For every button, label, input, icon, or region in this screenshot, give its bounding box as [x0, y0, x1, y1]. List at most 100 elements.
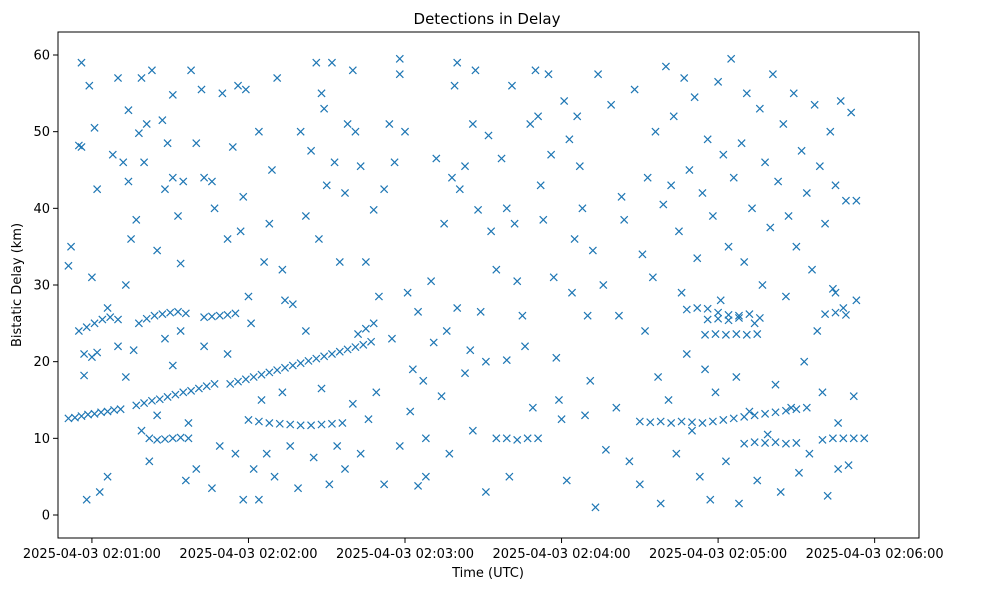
data-point-marker [714, 314, 723, 323]
data-point-marker [187, 66, 196, 75]
data-point-marker [103, 407, 112, 416]
data-point-marker [440, 219, 449, 228]
data-point-marker [223, 310, 232, 319]
data-point-marker [280, 296, 290, 305]
data-point-marker [241, 85, 250, 94]
data-point-marker [74, 326, 83, 336]
data-point-marker [64, 414, 73, 423]
data-point-marker [706, 495, 715, 504]
data-point-marker [320, 352, 329, 361]
data-point-marker [400, 127, 410, 136]
data-point-marker [244, 292, 253, 301]
data-point-marker [539, 215, 548, 224]
data-point-marker [380, 185, 389, 194]
data-point-marker [200, 342, 209, 351]
data-point-marker [755, 104, 764, 113]
data-point-marker [351, 127, 360, 136]
data-point-marker [677, 288, 686, 297]
data-point-marker [716, 296, 725, 305]
data-point-marker [296, 127, 305, 136]
data-point-marker [77, 58, 86, 67]
data-point-marker [77, 412, 86, 421]
data-point-marker [698, 188, 707, 198]
data-point-marker [617, 192, 626, 201]
data-point-marker [173, 307, 183, 316]
data-point-marker [844, 461, 853, 470]
data-point-marker [296, 359, 305, 368]
data-point-marker [599, 280, 608, 290]
data-point-marker [93, 185, 102, 194]
data-point-marker [758, 280, 767, 290]
data-point-marker [447, 173, 456, 182]
data-point-marker [787, 403, 796, 412]
data-point-marker [356, 162, 365, 171]
data-point-marker [656, 417, 665, 426]
data-point-marker [124, 177, 133, 186]
data-point-marker [153, 435, 162, 444]
data-point-marker [560, 96, 569, 106]
data-point-marker [158, 116, 167, 125]
data-point-marker [534, 434, 543, 443]
x-axis-title: Time (UTC) [451, 566, 524, 581]
data-point-marker [708, 417, 717, 426]
data-point-marker [549, 273, 558, 282]
data-point-marker [510, 219, 519, 228]
data-point-marker [695, 472, 704, 481]
data-point-marker [554, 395, 563, 405]
data-point-marker [312, 58, 321, 67]
data-point-marker [265, 368, 274, 377]
x-tick-label: 2025-04-03 02:02:00 [179, 547, 317, 562]
data-point-marker [77, 142, 86, 152]
data-point-marker [179, 388, 188, 397]
data-point-marker [307, 146, 316, 155]
data-point-marker [831, 308, 840, 317]
data-point-marker [664, 395, 673, 405]
data-point-marker [674, 227, 683, 236]
data-point-marker [687, 426, 697, 435]
data-point-marker [254, 127, 263, 136]
data-point-marker [734, 313, 743, 322]
data-point-marker [552, 353, 561, 362]
data-point-marker [90, 409, 99, 418]
data-point-marker [685, 165, 694, 175]
data-point-marker [158, 310, 167, 319]
data-point-marker [620, 215, 629, 224]
data-point-marker [802, 188, 811, 198]
data-point-marker [90, 319, 99, 328]
data-point-marker [192, 139, 201, 148]
data-point-marker [166, 308, 175, 317]
data-point-marker [761, 438, 770, 447]
data-point-marker [455, 185, 464, 194]
data-point-marker [249, 372, 258, 382]
data-point-marker [677, 417, 686, 426]
data-point-marker [847, 108, 856, 117]
data-point-marker [119, 158, 128, 167]
data-point-marker [518, 311, 527, 320]
data-point-marker [502, 356, 511, 365]
data-point-marker [145, 457, 154, 466]
data-point-marker [348, 66, 357, 75]
data-point-marker [132, 401, 141, 410]
data-point-marker [414, 481, 423, 490]
data-point-marker [614, 311, 623, 320]
data-point-marker [727, 54, 736, 63]
data-point-marker [280, 363, 290, 372]
data-point-marker [612, 403, 621, 412]
data-point-marker [314, 234, 323, 244]
data-point-marker [841, 310, 850, 319]
data-point-marker [729, 414, 738, 423]
data-point-marker [421, 434, 430, 443]
data-point-marker [781, 406, 790, 415]
data-point-marker [740, 439, 749, 448]
data-point-marker [369, 319, 378, 328]
data-point-marker [839, 434, 848, 443]
data-point-marker [805, 449, 814, 458]
data-point-marker [116, 405, 125, 414]
data-point-marker [641, 326, 650, 336]
data-point-marker [103, 303, 112, 313]
data-point-marker [484, 131, 493, 140]
data-point-marker [140, 158, 149, 167]
data-point-marker [492, 434, 501, 443]
data-point-marker [121, 280, 130, 290]
data-point-marker [719, 415, 728, 424]
